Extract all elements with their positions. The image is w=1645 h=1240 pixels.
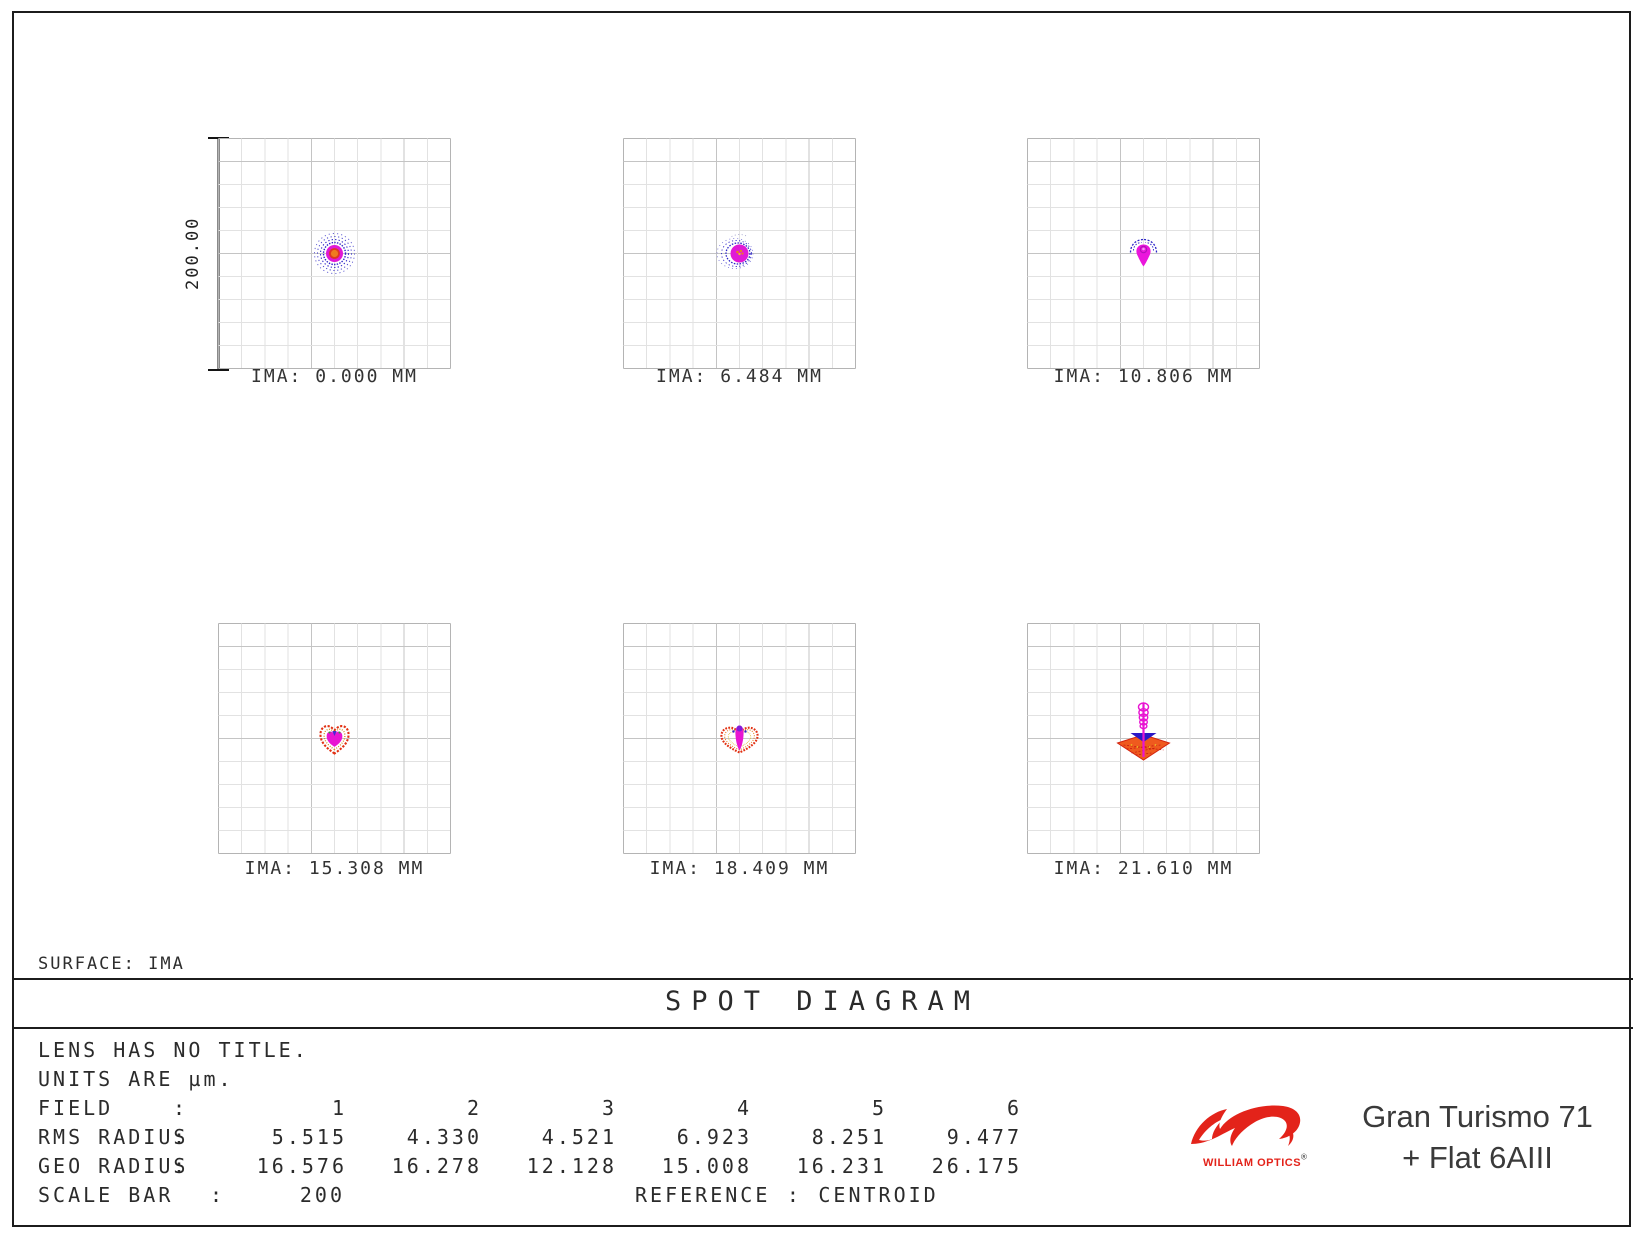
row-label: SCALE BAR [38, 1183, 174, 1207]
product-title-line-1: Gran Turismo 71 [1362, 1099, 1593, 1134]
grid-field-3 [1027, 138, 1260, 369]
cell: 26.175 [931, 1154, 1022, 1178]
colon: : [210, 1183, 226, 1207]
scale-bar-value: 200 [299, 1183, 345, 1207]
spot-field-1 [314, 233, 355, 274]
cell: 16.231 [796, 1154, 887, 1178]
spot-panel-field-3 [1027, 138, 1260, 369]
cell: 5 [871, 1096, 887, 1120]
william-optics-logo: WILLIAM OPTICS® [1185, 1102, 1330, 1172]
cell: 2 [466, 1096, 482, 1120]
page-border [12, 11, 1631, 1227]
cell: 16.576 [256, 1154, 347, 1178]
spot-field-3 [1129, 238, 1158, 267]
spot-field-2 [716, 234, 754, 269]
cell: 15.008 [661, 1154, 752, 1178]
cell: 6.923 [676, 1125, 752, 1149]
ima-label-field-4: IMA: 15.308 MM [244, 858, 425, 879]
product-title: Gran Turismo 71 + Flat 6AIII [1330, 1096, 1625, 1178]
cell: 1 [331, 1096, 347, 1120]
colon: : [173, 1096, 189, 1120]
spot-panel-field-6 [1027, 623, 1260, 854]
ima-label-field-5: IMA: 18.409 MM [649, 858, 830, 879]
reference-group: REFERENCE: CENTROID [635, 1181, 939, 1210]
divider-top [12, 978, 1633, 980]
cell: 3 [601, 1096, 617, 1120]
registered-mark: ® [1301, 1152, 1307, 1162]
branding-block: WILLIAM OPTICS® Gran Turismo 71 + Flat 6… [1185, 1082, 1625, 1192]
spot-field-6 [1116, 702, 1171, 761]
cell: 5.515 [271, 1125, 347, 1149]
table-row-scale-bar: SCALE BAR: 200 REFERENCE: CENTROID [38, 1181, 1118, 1210]
table-row-geo-radius: GEO RADIUS: 16.576 16.278 12.128 15.008 16.23… [38, 1152, 1118, 1181]
logo-name: WILLIAM OPTICS [1203, 1157, 1302, 1169]
spot-panel-field-1 [218, 138, 451, 369]
cell: 6 [1006, 1096, 1022, 1120]
spot-panel-field-4 [218, 623, 451, 854]
ima-label-field-3: IMA: 10.806 MM [1053, 366, 1234, 387]
spot-panel-field-5 [623, 623, 856, 854]
cell: 4 [736, 1096, 752, 1120]
cell: 9.477 [946, 1125, 1022, 1149]
logo-text-row: WILLIAM OPTICS® [1203, 1151, 1307, 1170]
row-label: GEO RADIUS [38, 1154, 189, 1178]
reference-value: CENTROID [818, 1183, 939, 1207]
units-line: UNITS ARE µm. [38, 1067, 234, 1091]
ima-label-field-2: IMA: 6.484 MM [656, 366, 823, 387]
ima-label-field-6: IMA: 21.610 MM [1053, 858, 1234, 879]
cell: 16.278 [391, 1154, 482, 1178]
colon: : [173, 1154, 189, 1178]
table-row-field: FIELD: 1 2 3 4 5 6 [38, 1094, 1118, 1123]
cell: 4.521 [541, 1125, 617, 1149]
grid-field-6 [1027, 623, 1260, 854]
row-label: FIELD [38, 1096, 114, 1120]
divider-bottom [12, 1027, 1633, 1029]
page-title: SPOT DIAGRAM [664, 986, 981, 1017]
grid-field-1 [218, 138, 451, 369]
surface-label: SURFACE: IMA [38, 954, 185, 974]
product-title-line-2: + Flat 6AIII [1402, 1140, 1553, 1175]
spot-field-5 [720, 725, 759, 754]
table-row-rms-radius: RMS RADIUS: 5.515 4.330 4.521 6.923 8.251 9.47… [38, 1123, 1118, 1152]
scale-bar-label: 200.00 [183, 216, 203, 291]
ima-label-field-1: IMA: 0.000 MM [251, 366, 418, 387]
lens-data-block: LENS HAS NO TITLE. UNITS ARE µm. FIELD: 1… [38, 1036, 1118, 1210]
row-label: RMS RADIUS [38, 1125, 189, 1149]
lens-title-line: LENS HAS NO TITLE. [38, 1038, 309, 1062]
colon: : [786, 1183, 802, 1207]
grid-field-2 [623, 138, 856, 369]
spot-panel-field-2 [623, 138, 856, 369]
swan-logo-icon [1191, 1105, 1301, 1146]
cell: 12.128 [526, 1154, 617, 1178]
colon: : [173, 1125, 189, 1149]
spot-field-4 [319, 725, 350, 755]
cell: 4.330 [406, 1125, 482, 1149]
cell: 8.251 [811, 1125, 887, 1149]
reference-label: REFERENCE [635, 1183, 771, 1207]
